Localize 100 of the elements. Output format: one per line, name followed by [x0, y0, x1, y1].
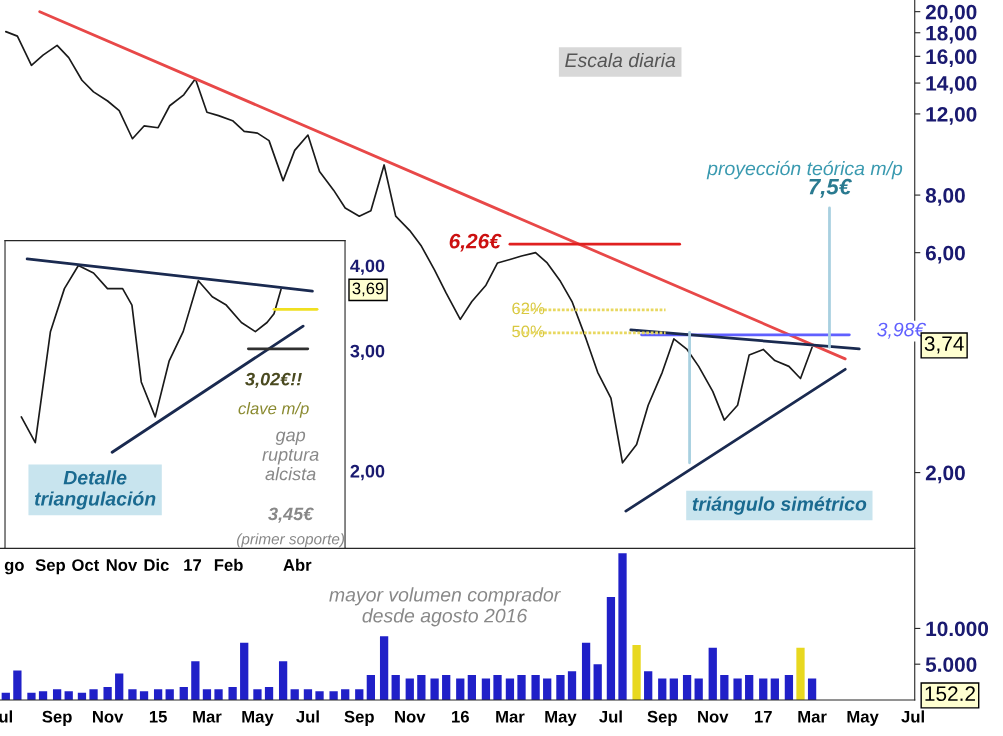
- y-tick-label: 6,00: [925, 245, 965, 264]
- bar: [379, 636, 389, 700]
- bar: [720, 674, 729, 700]
- bar: [52, 689, 62, 700]
- bar: [128, 689, 137, 700]
- x-tick-label: Feb: [214, 558, 243, 571]
- bar: [103, 687, 112, 700]
- y-tick-label: 18,00: [926, 25, 977, 44]
- bar: [733, 678, 742, 700]
- annotation: triángulo simétrico: [692, 496, 867, 515]
- bar: [191, 661, 200, 700]
- annotation: 3,98€: [877, 322, 927, 339]
- bar: [139, 691, 149, 700]
- y-tick-label: 10.000: [926, 621, 989, 637]
- x-tick-label: Sep: [647, 710, 677, 726]
- y-tick-label: 12,00: [926, 106, 977, 125]
- x-tick-label: Mar: [496, 710, 525, 723]
- x-tick-label: Dic: [144, 558, 169, 571]
- bar: [153, 689, 163, 700]
- bar: [13, 670, 22, 700]
- x-tick-label: Mar: [798, 710, 827, 723]
- bar: [253, 689, 262, 700]
- x-tick-label: Jul: [296, 710, 319, 723]
- bar: [341, 689, 350, 700]
- bar: [531, 674, 540, 700]
- x-tick-label: May: [242, 710, 274, 726]
- annotation: 3,02€!!: [245, 372, 302, 389]
- bar: [366, 674, 375, 700]
- x-tick-label: ul: [0, 710, 13, 723]
- bar: [745, 674, 754, 700]
- bar: [784, 674, 794, 700]
- bar: [658, 678, 667, 700]
- x-tick-label: Nov: [92, 710, 124, 723]
- bar: [493, 674, 502, 700]
- bar: [669, 678, 678, 700]
- annotation: mayor volumen comprador desde agosto 2016: [329, 587, 561, 627]
- bar: [405, 678, 414, 700]
- x-tick-label: 17: [755, 710, 772, 723]
- bar: [303, 689, 313, 700]
- bar: [115, 673, 124, 700]
- annotation: (primer soporte): [237, 533, 345, 548]
- text: 152.2: [925, 686, 975, 702]
- bar: [807, 678, 817, 700]
- y-tick-label: 20,00: [925, 4, 977, 23]
- annotation: 3,69: [352, 282, 384, 297]
- bar: [202, 689, 212, 700]
- bar: [89, 689, 98, 700]
- y-tick-label: 5.000: [925, 657, 977, 672]
- bar: [214, 689, 223, 700]
- bar: [694, 678, 703, 700]
- bar: [240, 642, 249, 700]
- bar: [682, 674, 692, 700]
- bar: [644, 671, 653, 700]
- y-tick-label: 14,00: [926, 76, 977, 94]
- bar: [481, 678, 491, 700]
- x-tick-label: May: [545, 710, 577, 726]
- x-tick-label: Oct: [72, 559, 100, 571]
- bar: [567, 671, 577, 700]
- x-tick-label: Sep: [35, 559, 66, 575]
- bar: [770, 678, 779, 700]
- x-tick-label: go: [4, 561, 24, 575]
- x-tick-label: Mar: [193, 710, 222, 723]
- x-tick-label: Nov: [106, 559, 138, 571]
- bar: [708, 647, 717, 700]
- y-tick-label: 3,00: [350, 344, 385, 361]
- bar: [456, 678, 465, 700]
- bar: [618, 553, 627, 700]
- bar: [27, 692, 36, 700]
- y-tick-label: 8,00: [925, 188, 965, 206]
- x-tick-label: Jul: [599, 710, 622, 723]
- x-tick-label: Abr: [283, 558, 312, 571]
- annotation: gap ruptura alcista: [262, 431, 319, 481]
- x-tick-label: Nov: [698, 710, 729, 723]
- x-tick-label: 16: [452, 710, 469, 723]
- y-tick-label: 16,00: [926, 49, 977, 68]
- bar: [556, 674, 565, 700]
- bar: [467, 674, 476, 700]
- bar: [417, 674, 426, 700]
- bar: [543, 678, 552, 700]
- x-tick-label: Sep: [42, 710, 72, 726]
- bar: [593, 664, 602, 700]
- bar: [796, 647, 805, 700]
- bar: [759, 678, 768, 700]
- bar: [430, 678, 439, 700]
- y-tick-label: 4,00: [350, 259, 385, 275]
- text: 3,74: [924, 336, 964, 354]
- bar: [581, 642, 591, 700]
- annotation: clave m/p: [238, 402, 309, 418]
- bar: [278, 661, 288, 700]
- bar: [606, 596, 616, 700]
- annotation: proyección teórica m/p: [706, 160, 903, 180]
- annotation: Escala diaria: [565, 52, 676, 68]
- x-tick-label: 17: [184, 559, 202, 571]
- x-tick-label: 15: [149, 710, 167, 723]
- y-tick-label: 2,00: [350, 464, 385, 481]
- bar: [442, 674, 451, 700]
- bar: [165, 689, 174, 700]
- bar: [391, 674, 400, 700]
- bar: [355, 689, 364, 700]
- bar: [329, 691, 338, 700]
